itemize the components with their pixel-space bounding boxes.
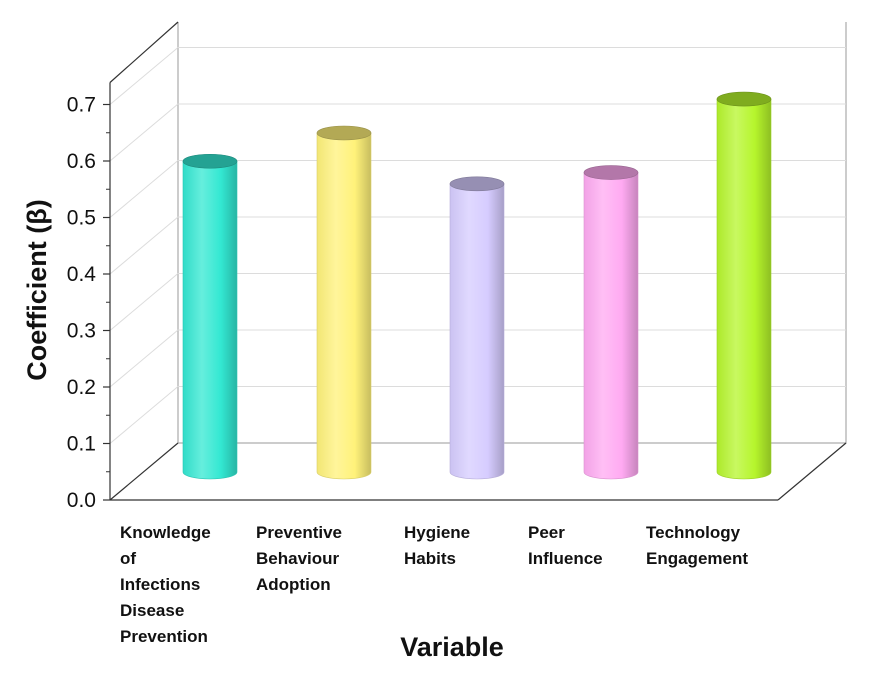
category-label-line: Preventive bbox=[256, 523, 342, 542]
bar-1 bbox=[182, 153, 238, 480]
category-label-line: Peer bbox=[528, 523, 565, 542]
gridline-side bbox=[109, 329, 179, 388]
category-label-line: Habits bbox=[404, 549, 456, 568]
y-tick-label: 0.4 bbox=[67, 263, 97, 286]
category-label-line: Behaviour bbox=[256, 549, 340, 568]
labels: 0.0 0.1 0.2 0.3 0.4 0.5 0.6 0.7 Knowledge of Infec… bbox=[67, 94, 749, 647]
category-label-line: Adoption bbox=[256, 575, 331, 594]
floor-left-edge bbox=[109, 442, 179, 501]
axes bbox=[103, 82, 778, 501]
floor-right-edge bbox=[777, 442, 847, 501]
back-wall-frame bbox=[177, 22, 847, 444]
category-label: Preventive Behaviour Adoption bbox=[256, 523, 342, 594]
bar-body bbox=[449, 183, 505, 480]
bar-3 bbox=[449, 176, 505, 480]
y-tick-label: 0.7 bbox=[67, 94, 96, 117]
bar-top bbox=[449, 176, 505, 192]
y-tick-label: 0.3 bbox=[67, 320, 96, 343]
category-label-line: Influence bbox=[528, 549, 603, 568]
gridline-side bbox=[109, 216, 179, 275]
bar-body bbox=[583, 172, 639, 480]
bar-body bbox=[182, 160, 238, 480]
category-label-line: of bbox=[120, 549, 136, 568]
y-axis-title: Coefficient (β) bbox=[22, 199, 52, 380]
left-wall-top-edge bbox=[109, 21, 179, 83]
chart-walls bbox=[109, 21, 847, 501]
bar-top bbox=[583, 165, 639, 180]
gridline-side bbox=[109, 160, 179, 218]
bar-top bbox=[316, 125, 372, 141]
y-tick-label: 0.2 bbox=[67, 376, 96, 399]
bar-body bbox=[716, 98, 772, 480]
category-label: Knowledge of Infections Disease Prevention bbox=[120, 523, 211, 646]
category-label-line: Prevention bbox=[120, 627, 208, 646]
bar-body bbox=[316, 132, 372, 480]
category-label-line: Technology bbox=[646, 523, 741, 542]
category-label: Hygiene Habits bbox=[404, 523, 470, 568]
y-tick-label: 0.0 bbox=[67, 489, 96, 512]
bar-2 bbox=[316, 125, 372, 480]
y-tick-label: 0.6 bbox=[67, 150, 96, 173]
category-label-line: Infections bbox=[120, 575, 200, 594]
gridline-side bbox=[109, 273, 179, 331]
category-label-line: Hygiene bbox=[404, 523, 470, 542]
y-tick-label: 0.1 bbox=[67, 433, 96, 456]
bar-top bbox=[182, 153, 238, 169]
x-axis-title: Variable bbox=[400, 632, 504, 662]
category-label-line: Disease bbox=[120, 601, 184, 620]
gridline-side bbox=[109, 386, 179, 444]
gridline-side bbox=[109, 103, 179, 162]
category-label-line: Knowledge bbox=[120, 523, 211, 542]
bar-5 bbox=[716, 91, 772, 480]
gridline-side bbox=[109, 47, 179, 105]
category-label-line: Engagement bbox=[646, 549, 748, 568]
category-label: Peer Influence bbox=[528, 523, 603, 568]
category-label: Technology Engagement bbox=[646, 523, 748, 568]
y-tick-label: 0.5 bbox=[67, 207, 96, 230]
bar-4 bbox=[583, 165, 639, 480]
bar-top bbox=[716, 91, 772, 107]
bars bbox=[182, 91, 772, 480]
